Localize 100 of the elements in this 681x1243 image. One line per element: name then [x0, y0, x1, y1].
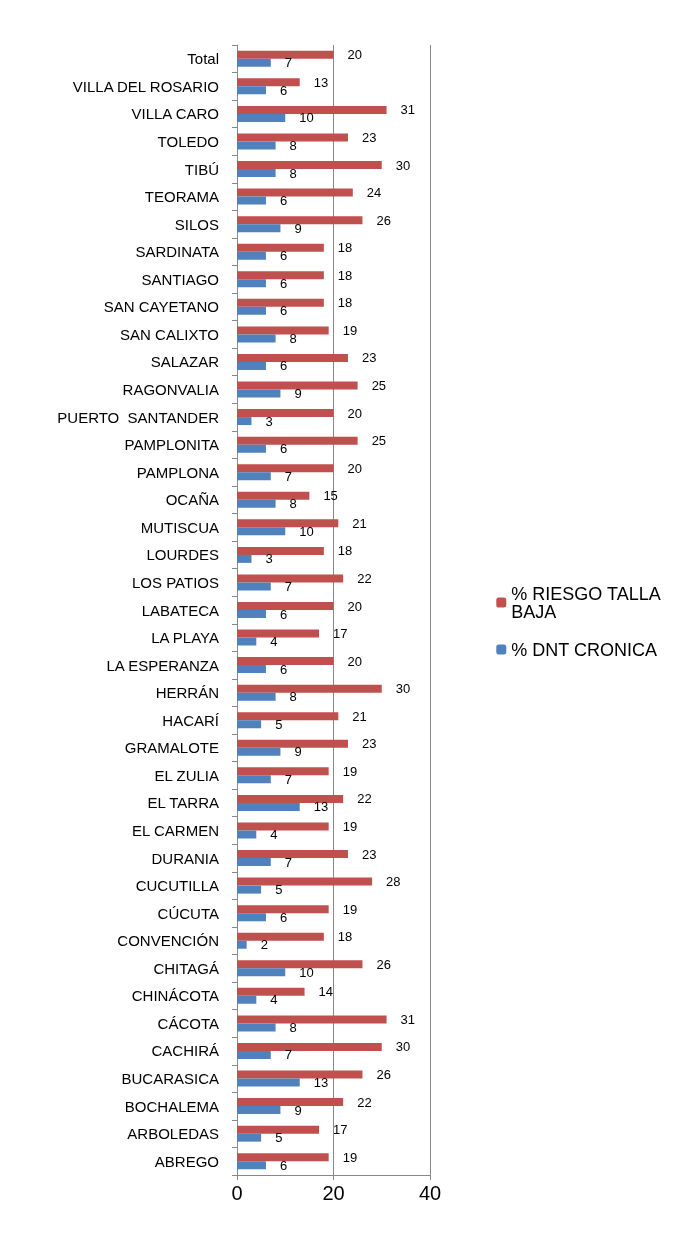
bar [237, 802, 300, 811]
data-label: 20 [347, 598, 362, 614]
y-tick-label: LABATECA [141, 601, 219, 619]
bar [237, 1078, 300, 1087]
y-tick-label: GRAMALOTE [124, 739, 219, 757]
y-tick-label: ARBOLEDAS [127, 1125, 219, 1143]
bar [237, 216, 363, 225]
bar [237, 472, 271, 481]
y-tick-label: VILLA DEL ROSARIO [72, 77, 219, 95]
bar [237, 858, 271, 867]
bar [237, 499, 276, 508]
bar [237, 1133, 262, 1142]
data-label: 5 [275, 882, 283, 898]
bar [237, 960, 363, 969]
bar [237, 720, 262, 729]
bar [237, 417, 252, 426]
bar [237, 78, 300, 87]
bar [237, 361, 266, 370]
bar [237, 775, 271, 784]
data-label: 6 [279, 606, 288, 622]
data-label: 10 [299, 110, 314, 126]
bar [237, 885, 262, 894]
bar [237, 86, 266, 95]
bar [237, 436, 358, 445]
bar [237, 169, 276, 178]
y-tick-label: LA ESPERANZA [106, 656, 219, 674]
data-label: 7 [284, 468, 293, 484]
bar [237, 113, 286, 122]
y-tick-label: CUCUTILLA [135, 877, 219, 895]
y-tick-label: SARDINATA [135, 243, 219, 261]
data-label: 17 [333, 626, 348, 642]
data-label: 9 [294, 744, 302, 760]
bar [237, 326, 329, 335]
bar [237, 684, 382, 693]
data-label: 26 [376, 956, 391, 972]
data-label: 18 [337, 295, 353, 311]
y-tick-label: BUCARASICA [121, 1070, 219, 1088]
data-label: 7 [284, 1047, 293, 1063]
data-label: 23 [361, 129, 377, 145]
y-tick-label: TIBÚ [184, 160, 219, 178]
y-tick-label: ABREGO [154, 1152, 219, 1170]
data-label: 19 [342, 763, 358, 779]
y-tick-label: EL ZULIA [154, 766, 219, 784]
data-label: 9 [294, 1102, 302, 1118]
data-label: 14 [318, 984, 334, 1000]
bar [237, 968, 286, 977]
data-label: 19 [342, 818, 358, 834]
data-label: 4 [270, 992, 278, 1008]
data-label: 8 [289, 496, 297, 512]
data-label: 4 [270, 634, 278, 650]
y-tick-label: TEORAMA [144, 188, 219, 206]
data-label: 3 [265, 413, 273, 429]
bar [237, 610, 266, 618]
y-tick-label: BOCHALEMA [124, 1097, 219, 1115]
data-label: 2 [260, 937, 268, 953]
bar [237, 712, 339, 721]
bar [237, 546, 324, 555]
data-label: 6 [279, 248, 288, 264]
bar [237, 1106, 281, 1115]
y-tick-label: SAN CALIXTO [120, 325, 219, 343]
data-label: 21 [352, 515, 367, 531]
y-tick-label: SILOS [174, 215, 219, 233]
bar [237, 279, 266, 288]
bar [237, 527, 286, 536]
bar [237, 1023, 276, 1032]
data-label: 19 [342, 901, 358, 917]
bar [237, 381, 358, 390]
data-label: 23 [361, 736, 377, 752]
data-label: 6 [279, 82, 288, 98]
y-tick-label: DURANIA [151, 849, 219, 867]
bar [237, 491, 310, 500]
data-label: 25 [371, 378, 387, 394]
y-tick-label: TOLEDO [157, 132, 219, 150]
bar [237, 1153, 329, 1162]
bar [237, 224, 281, 233]
data-label: 6 [279, 909, 288, 925]
bar [237, 602, 334, 610]
y-tick-label: MUTISCUA [140, 518, 219, 536]
data-label: 8 [289, 137, 297, 153]
bar [237, 464, 334, 473]
data-label: 22 [357, 570, 372, 586]
bar [237, 657, 334, 666]
y-tick-label: LOS PATIOS [132, 573, 219, 591]
y-tick-label: CHINÁCOTA [131, 987, 219, 1005]
bar [237, 1125, 320, 1134]
bar [237, 251, 266, 260]
bar [237, 794, 344, 803]
bar [237, 306, 266, 315]
data-label: 18 [337, 240, 353, 256]
y-tick-label: CÁCOTA [157, 1014, 219, 1032]
bar [237, 141, 276, 150]
data-label: 7 [284, 55, 293, 71]
data-label: 26 [376, 1067, 391, 1083]
data-label: 8 [289, 165, 297, 181]
bar [237, 554, 252, 563]
data-label: 22 [357, 1094, 372, 1110]
data-label: 8 [289, 330, 297, 346]
data-label: 30 [395, 1039, 411, 1055]
y-tick-label: SALAZAR [150, 353, 220, 371]
bar [237, 1070, 363, 1079]
